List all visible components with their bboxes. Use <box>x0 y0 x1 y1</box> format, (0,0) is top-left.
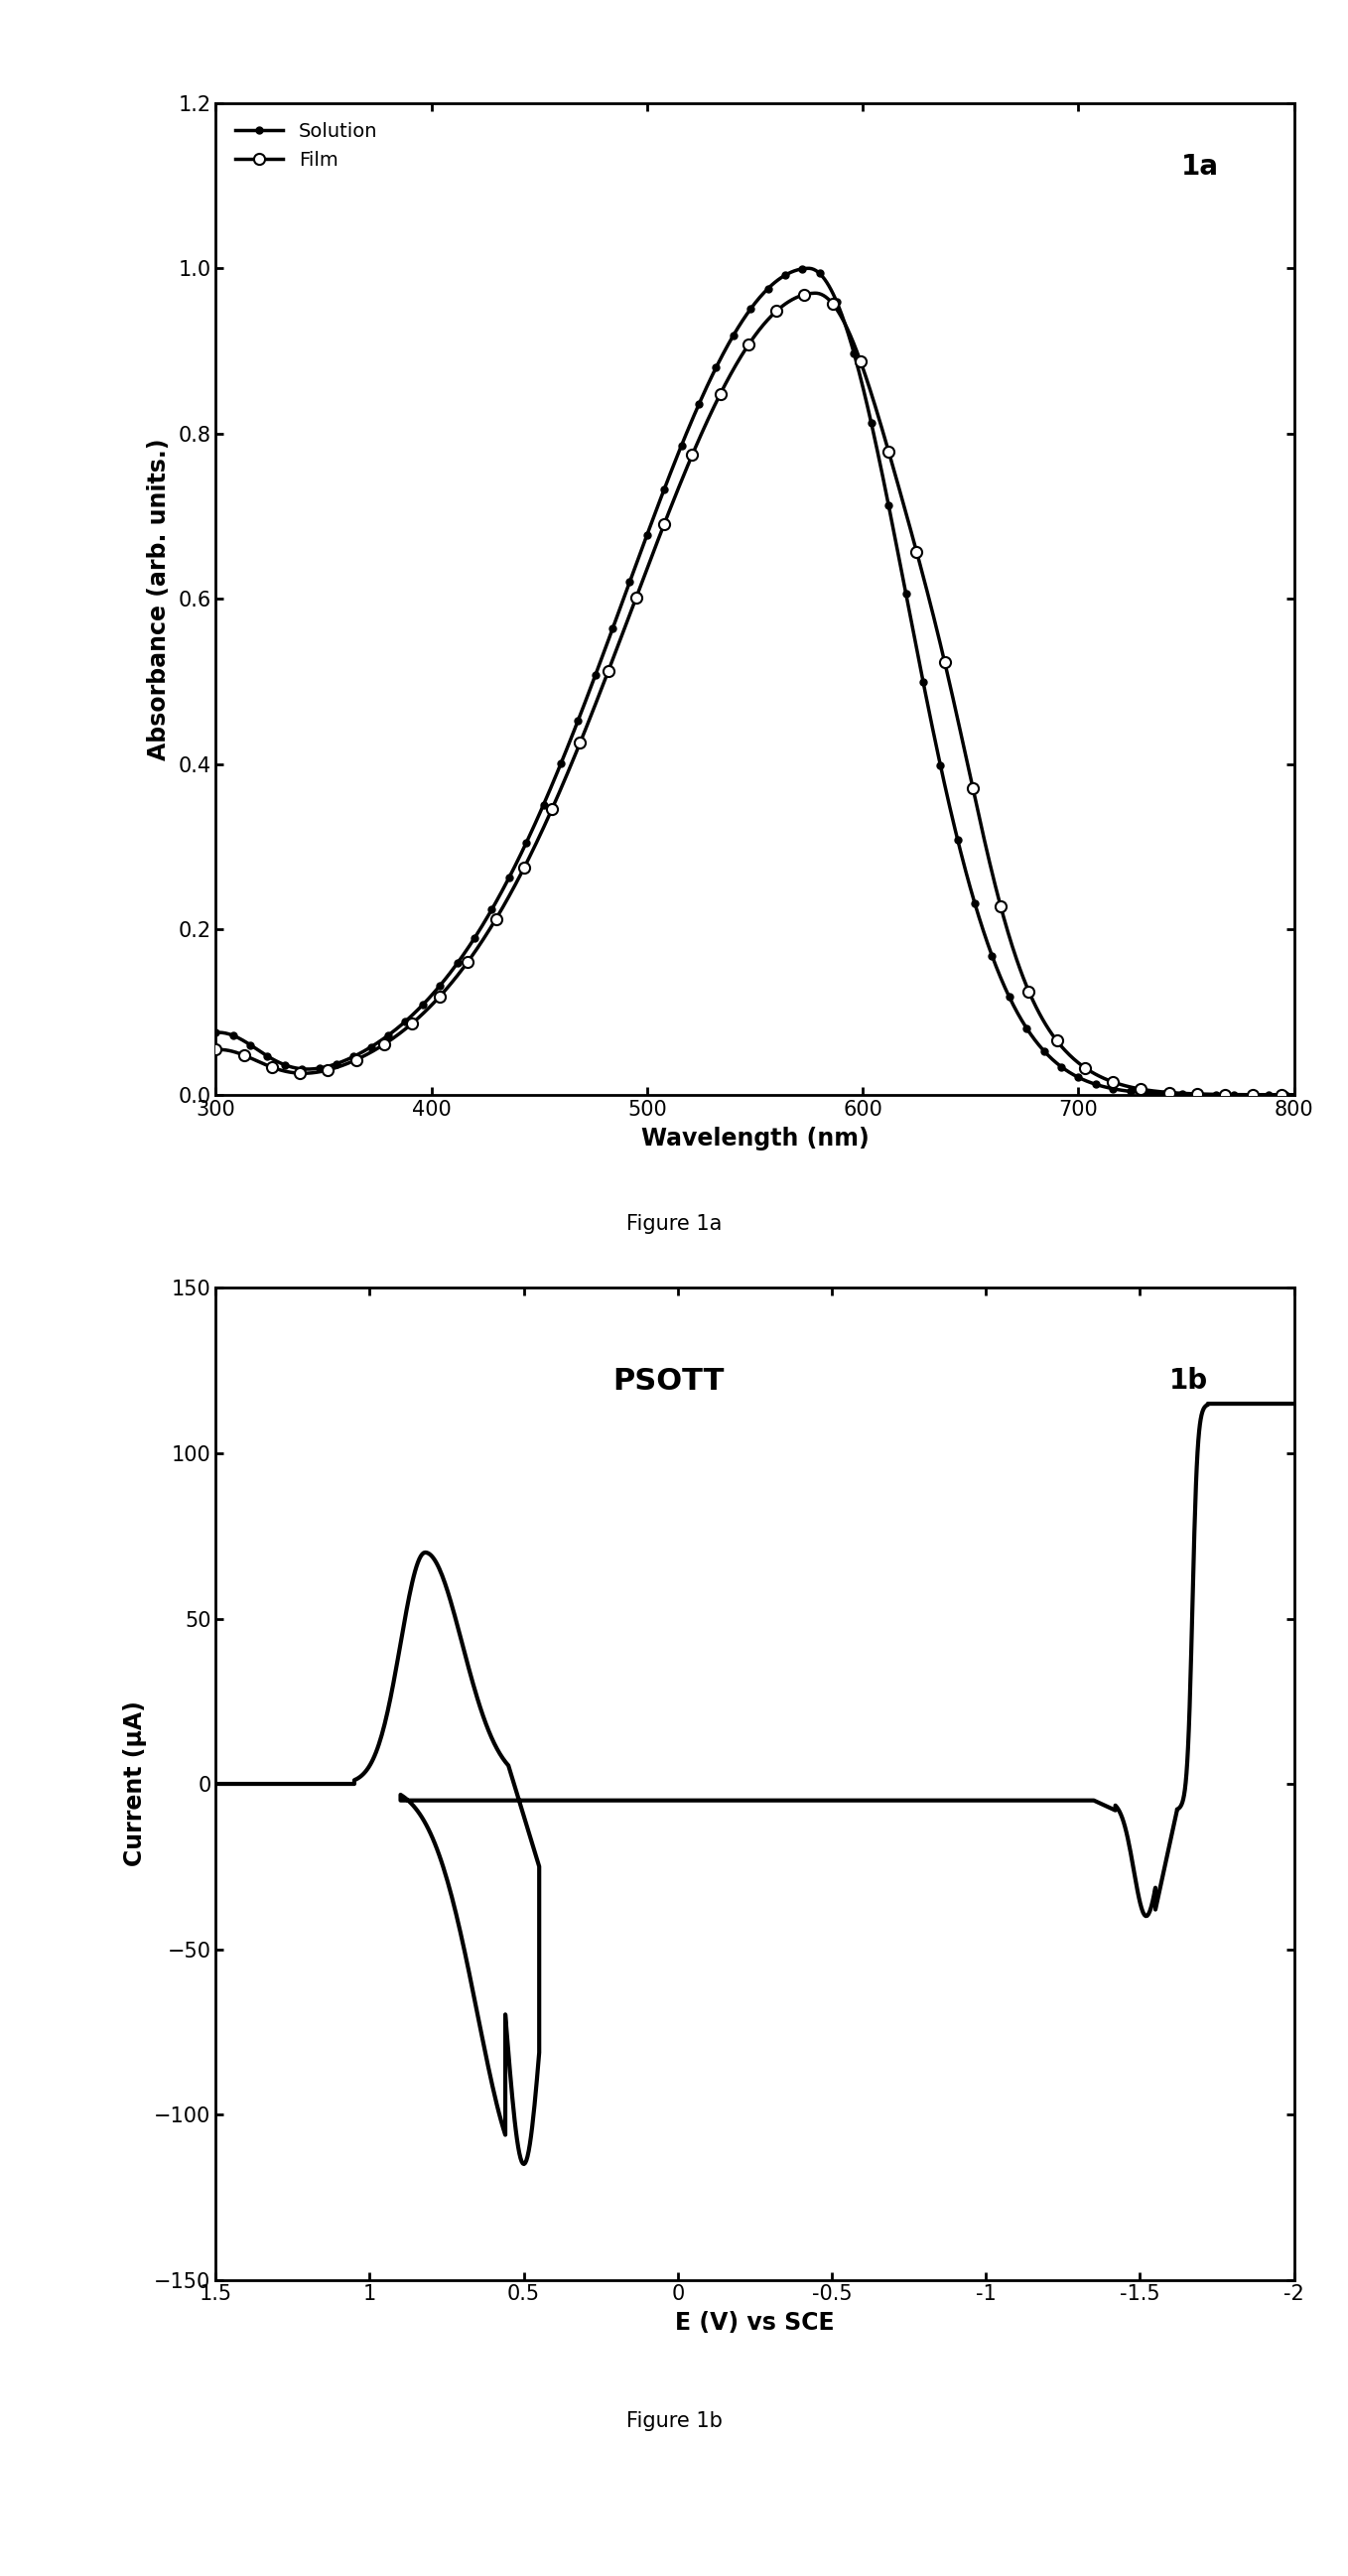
Legend: Solution, Film: Solution, Film <box>225 113 387 180</box>
Film <box>949 701 965 732</box>
Solution <box>1050 1048 1066 1079</box>
Solution <box>949 822 965 853</box>
Text: 1a: 1a <box>1181 152 1219 180</box>
Y-axis label: Absorbance (arb. units.): Absorbance (arb. units.) <box>147 438 171 760</box>
Film <box>318 1056 334 1087</box>
Text: Figure 1a: Figure 1a <box>627 1213 721 1234</box>
Line: Film: Film <box>216 294 1294 1095</box>
Solution <box>682 407 698 438</box>
Solution <box>644 507 661 538</box>
Solution <box>318 1051 334 1082</box>
Film <box>1286 1079 1302 1110</box>
Solution <box>1069 1061 1085 1092</box>
Text: 1b: 1b <box>1169 1368 1208 1396</box>
Y-axis label: Current (μA): Current (μA) <box>123 1700 147 1868</box>
Film <box>1050 1025 1066 1056</box>
Solution <box>1286 1079 1302 1110</box>
Film <box>682 443 698 474</box>
Film <box>1069 1046 1085 1077</box>
X-axis label: E (V) vs SCE: E (V) vs SCE <box>675 2311 834 2336</box>
Solution <box>208 1018 224 1048</box>
Film <box>208 1033 224 1064</box>
Film <box>807 278 824 309</box>
Line: Solution: Solution <box>216 268 1294 1095</box>
Text: Figure 1b: Figure 1b <box>625 2411 723 2432</box>
X-axis label: Wavelength (nm): Wavelength (nm) <box>640 1126 869 1151</box>
Text: PSOTT: PSOTT <box>613 1368 724 1396</box>
Solution <box>801 252 817 283</box>
Film <box>644 541 661 572</box>
